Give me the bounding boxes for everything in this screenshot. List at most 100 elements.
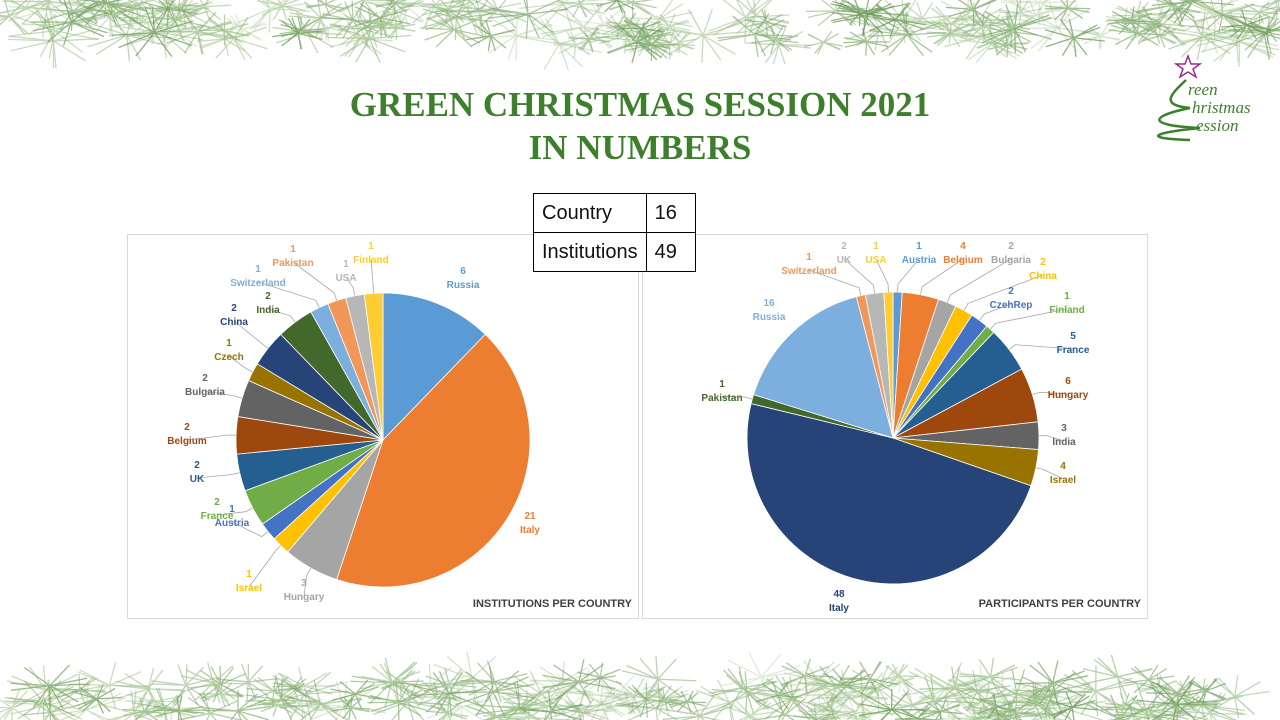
tree-swirl-icon: [1157, 79, 1201, 142]
pine-branch: [1056, 665, 1137, 717]
pine-branch: [203, 690, 272, 720]
pine-branch: [1105, 7, 1145, 32]
summary-table: Country 16 Institutions 49: [533, 193, 696, 272]
pine-branch: [327, 13, 411, 63]
pine-branch: [901, 662, 989, 716]
pine-branch: [557, 0, 603, 18]
pine-branch: [106, 0, 160, 25]
pine-branch: [330, 679, 381, 710]
pine-branch: [621, 655, 697, 703]
pie-slice-italy: [336, 333, 531, 588]
participants-pie-chart: 1 Austria 4 Belgium 2 Bulgaria 2 China 2 CzehRep 1…: [701, 241, 1090, 614]
leader-line: [303, 567, 312, 597]
leader-line: [216, 507, 253, 516]
table-row: Institutions 49: [533, 232, 696, 272]
data-label-category: Italy: [829, 603, 849, 614]
data-label-category: Switzerland: [230, 278, 286, 289]
pine-branch: [708, 0, 790, 44]
pie-slice-russia: [753, 296, 894, 439]
pine-branch: [807, 696, 855, 720]
data-label-category: USA: [865, 255, 886, 266]
data-label-value: 2: [841, 241, 847, 252]
leader-line: [1032, 391, 1069, 395]
leader-line: [370, 258, 374, 294]
data-label-category: Austria: [902, 255, 937, 266]
pine-branch: [646, 686, 684, 711]
leader-line: [990, 308, 1068, 330]
leader-line: [1008, 344, 1074, 350]
pine-branch: [976, 668, 1058, 719]
pine-branch: [1157, 678, 1245, 720]
leader-line: [196, 472, 240, 479]
pine-branch: [571, 685, 626, 720]
pine-branch: [1182, 18, 1241, 54]
pine-branch: [973, 688, 1060, 720]
pine-branch: [9, 3, 99, 59]
pine-branch: [894, 705, 940, 720]
leader-line: [946, 258, 1012, 303]
pine-branch: [745, 9, 787, 36]
table-cell-value: 49: [645, 232, 696, 272]
pine-branch: [378, 669, 424, 696]
pine-branch: [465, 20, 515, 52]
leader-line: [1035, 467, 1064, 480]
pine-branch: [919, 698, 963, 720]
leader-line: [233, 320, 269, 349]
leader-line: [231, 521, 269, 538]
pine-branch: [947, 664, 1015, 707]
pine-branch: [21, 12, 65, 38]
data-label-category: Austria: [215, 518, 250, 529]
pine-branch: [177, 0, 232, 23]
data-label-category: Belgium: [167, 436, 207, 447]
pine-branch: [272, 667, 336, 705]
pine-branch: [0, 0, 55, 23]
pine-branch: [114, 667, 184, 710]
institutions-pie-chart: 6Russia21Italy3Hungary1Israel1Austria2Fr…: [167, 241, 540, 603]
pine-branch: [1082, 654, 1153, 700]
chart-title: INSTITUTIONS PER COUNTRY: [472, 598, 632, 610]
data-label-value: 1: [226, 338, 232, 349]
pine-branch: [139, 0, 210, 42]
data-label-value: 2: [184, 422, 190, 433]
pine-branch: [882, 669, 918, 694]
leader-line: [345, 276, 356, 296]
leader-line: [920, 258, 964, 295]
table-cell-value: 16: [645, 193, 696, 233]
pine-branch: [618, 682, 676, 718]
data-label-value: 6: [1065, 376, 1071, 387]
pine-branch: [542, 659, 616, 704]
data-label-category: CzehRep: [990, 300, 1033, 311]
pine-branch: [306, 16, 350, 42]
data-label-value: 1: [290, 244, 296, 255]
pine-branch: [1221, 9, 1271, 40]
pine-branch: [196, 17, 268, 61]
pine-branch: [30, 0, 109, 47]
data-label-value: 1: [229, 504, 235, 515]
participants-chart-panel: 1 Austria 4 Belgium 2 Bulgaria 2 China 2 CzehRep 1…: [642, 234, 1148, 619]
data-label-category: France: [1057, 345, 1090, 356]
data-label-value: 2: [214, 497, 220, 508]
pine-branch: [596, 0, 635, 14]
data-label-value: 4: [960, 241, 966, 252]
table-row: Country 16: [533, 193, 696, 233]
data-label-value: 1: [246, 569, 252, 580]
pine-branch: [1169, 0, 1250, 34]
leader-line: [267, 308, 296, 323]
leader-line: [204, 390, 243, 399]
leader-line: [897, 258, 920, 293]
pine-branch: [1044, 0, 1091, 22]
leader-line: [1038, 435, 1065, 442]
data-label-value: 2: [202, 373, 208, 384]
data-label-category: India: [256, 305, 280, 316]
data-label-category: Italy: [520, 525, 540, 536]
pine-branch: [925, 16, 982, 45]
data-label-value: 2: [194, 460, 200, 471]
pine-branch: [1163, 12, 1240, 61]
pine-branch: [487, 0, 569, 39]
pine-branch: [663, 31, 698, 53]
pine-branch: [942, 670, 1012, 712]
pine-branch: [1151, 0, 1234, 26]
data-label-value: 48: [833, 589, 845, 600]
data-label-category: Russia: [447, 280, 480, 291]
data-label-category: Pakistan: [272, 258, 313, 269]
